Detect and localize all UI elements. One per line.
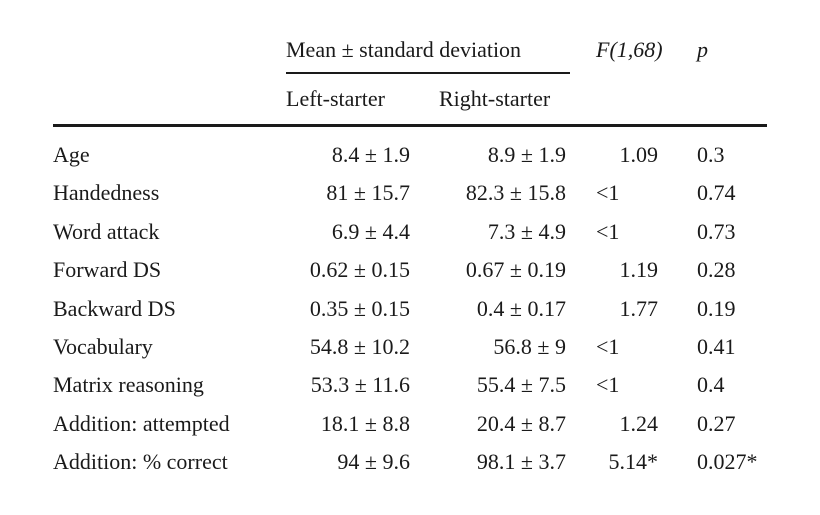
right-starter-value: 0.4 ± 0.17: [476, 296, 566, 321]
right-starter-value: 55.4 ± 7.5: [476, 372, 566, 397]
row-label: Age: [53, 142, 90, 167]
p-value: 0.27: [697, 411, 736, 436]
left-starter-value: 6.9 ± 4.4: [331, 219, 410, 244]
right-starter-value: 20.4 ± 8.7: [476, 411, 566, 436]
header-p-label: p: [697, 37, 708, 62]
f-value: 5.14*: [608, 449, 659, 474]
left-starter-value: 18.1 ± 8.8: [320, 411, 410, 436]
f-value: 1.09: [619, 142, 659, 167]
group-underline: [286, 72, 570, 74]
p-value: 0.3: [697, 142, 725, 167]
row-label: Vocabulary: [53, 334, 153, 359]
f-value: <1: [596, 180, 620, 205]
row-label: Backward DS: [53, 296, 176, 321]
row-label: Addition: attempted: [53, 411, 230, 436]
header-group-label: Mean ± standard deviation: [286, 37, 522, 62]
p-value: 0.28: [697, 257, 736, 282]
f-value: 1.19: [619, 257, 659, 282]
row-label: Handedness: [53, 180, 160, 205]
f-value: 1.24: [619, 411, 659, 436]
right-starter-value: 98.1 ± 3.7: [476, 449, 566, 474]
header-right-label: Right-starter: [439, 86, 551, 111]
right-starter-value: 56.8 ± 9: [493, 334, 566, 359]
left-starter-value: 94 ± 9.6: [337, 449, 410, 474]
right-starter-value: 7.3 ± 4.9: [487, 219, 566, 244]
row-label: Forward DS: [53, 257, 162, 282]
header-left-label: Left-starter: [286, 86, 385, 111]
f-value: <1: [596, 334, 620, 359]
row-label: Addition: % correct: [53, 449, 228, 474]
f-value: 1.77: [619, 296, 659, 321]
left-starter-value: 0.62 ± 0.15: [309, 257, 410, 282]
p-value: 0.74: [697, 180, 736, 205]
row-label: Word attack: [53, 219, 160, 244]
f-value: <1: [596, 372, 620, 397]
p-value: 0.027*: [697, 449, 758, 474]
left-starter-value: 0.35 ± 0.15: [309, 296, 410, 321]
left-starter-value: 53.3 ± 11.6: [310, 372, 410, 397]
p-value: 0.19: [697, 296, 736, 321]
header-rule: [53, 124, 767, 127]
right-starter-value: 0.67 ± 0.19: [465, 257, 566, 282]
left-starter-value: 54.8 ± 10.2: [309, 334, 410, 359]
right-starter-value: 82.3 ± 15.8: [465, 180, 566, 205]
p-value: 0.4: [697, 372, 725, 397]
right-starter-value: 8.9 ± 1.9: [487, 142, 566, 167]
row-label: Matrix reasoning: [53, 372, 204, 397]
header-f-label: F(1,68): [596, 37, 663, 62]
left-starter-value: 81 ± 15.7: [326, 180, 410, 205]
p-value: 0.73: [697, 219, 736, 244]
left-starter-value: 8.4 ± 1.9: [331, 142, 410, 167]
f-value: <1: [596, 219, 620, 244]
p-value: 0.41: [697, 334, 736, 359]
